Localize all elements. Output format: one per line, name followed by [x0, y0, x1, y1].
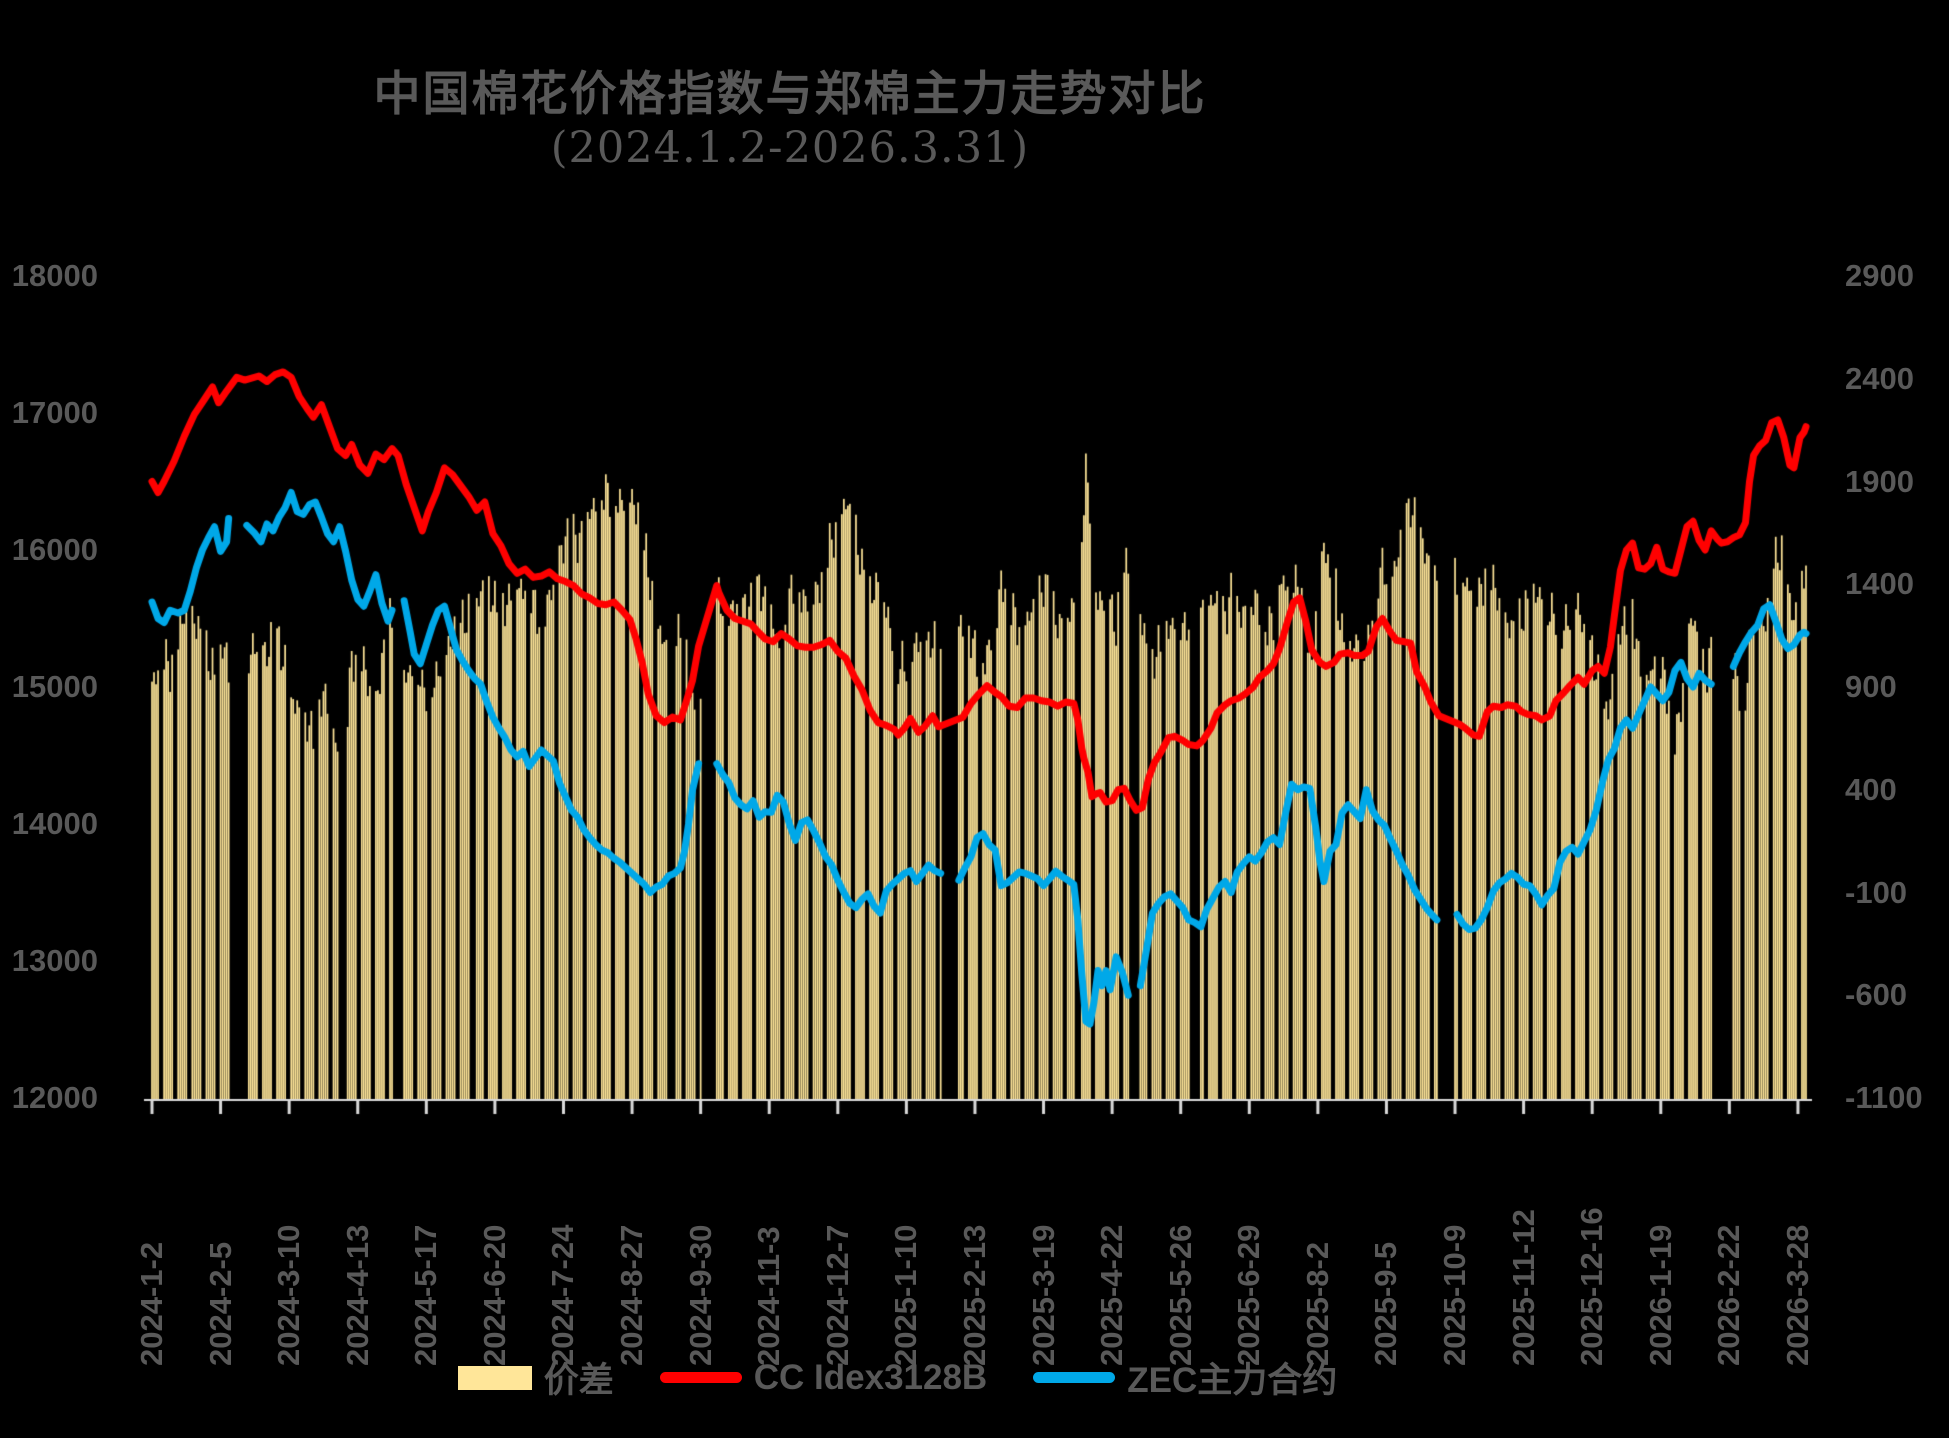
- y-axis-label-right-2400: 2400: [1845, 360, 1914, 396]
- legend-item-spread: 价差: [457, 1352, 614, 1403]
- x-axis-label-2024-5-17: 2024-5-17: [408, 1224, 444, 1366]
- x-axis-label-2025-4-22: 2025-4-22: [1094, 1224, 1130, 1366]
- chart-subtitle: (2024.1.2-2026.3.31): [550, 123, 1030, 173]
- x-axis-label-2025-11-12: 2025-11-12: [1505, 1209, 1541, 1366]
- x-axis-label-2024-12-7: 2024-12-7: [819, 1224, 855, 1366]
- x-axis-label-2024-2-5: 2024-2-5: [202, 1241, 238, 1366]
- x-axis-label-2024-1-2: 2024-1-2: [134, 1241, 169, 1366]
- y-axis-label-right-900: 900: [1845, 669, 1897, 704]
- x-axis-label-2025-12-16: 2025-12-16: [1574, 1207, 1610, 1366]
- x-axis-label-2026-2-22: 2026-2-22: [1711, 1224, 1747, 1366]
- spread-bar-swatch-icon: [457, 1365, 532, 1390]
- x-axis-label-2025-5-26: 2025-5-26: [1162, 1224, 1198, 1366]
- legend-label-cc-index: CC Idex3128B: [753, 1357, 988, 1397]
- x-axis-label-2026-1-19: 2026-1-19: [1642, 1224, 1678, 1366]
- x-axis-label-2024-11-3: 2024-11-3: [751, 1226, 787, 1366]
- x-axis-label-2024-7-24: 2024-7-24: [545, 1224, 581, 1366]
- x-axis-label-2024-4-13: 2024-4-13: [339, 1224, 375, 1366]
- x-axis-label-2025-6-29: 2025-6-29: [1231, 1224, 1267, 1366]
- y-axis-label-left-12000: 12000: [11, 1080, 98, 1115]
- x-axis-label-2025-3-19: 2025-3-19: [1025, 1224, 1061, 1366]
- y-axis-label-left-16000: 16000: [11, 532, 98, 567]
- x-axis-label-2024-3-10: 2024-3-10: [271, 1224, 307, 1366]
- x-axis-label-2024-6-20: 2024-6-20: [476, 1224, 512, 1366]
- y-axis-label-right-1900: 1900: [1845, 463, 1914, 499]
- legend-label-zec: ZEC主力合约: [1127, 1361, 1338, 1400]
- y-axis-label-right--100: -100: [1845, 874, 1908, 910]
- x-axis-label-2025-8-2: 2025-8-2: [1299, 1241, 1335, 1366]
- y-axis-label-right--1100: -1100: [1845, 1080, 1923, 1115]
- y-axis-label-right-400: 400: [1845, 771, 1897, 807]
- y-axis-label-right-1400: 1400: [1845, 566, 1914, 602]
- chart-title: 中国棉花价格指数与郑棉主力走势对比: [373, 67, 1207, 122]
- y-axis-label-right--600: -600: [1845, 977, 1908, 1013]
- x-axis-label-2024-9-30: 2024-9-30: [682, 1224, 718, 1366]
- x-axis-label-2024-8-27: 2024-8-27: [614, 1224, 650, 1366]
- legend-item-cc-index: CC Idex3128B: [659, 1357, 988, 1398]
- y-axis-label-left-13000: 13000: [11, 943, 98, 978]
- zec-line-swatch-icon: [1033, 1372, 1116, 1383]
- x-axis-label-2025-9-5: 2025-9-5: [1368, 1241, 1404, 1366]
- x-axis-label-2025-1-10: 2025-1-10: [888, 1224, 924, 1366]
- legend: 价差 CC Idex3128B ZEC主力合约: [0, 1352, 1795, 1403]
- y-axis-label-left-18000: 18000: [11, 258, 98, 293]
- x-axis-label-2025-10-9: 2025-10-9: [1437, 1224, 1473, 1366]
- y-axis-label-right-2900: 2900: [1845, 258, 1914, 293]
- cc-line-swatch-icon: [659, 1372, 742, 1383]
- legend-label-spread: 价差: [543, 1361, 614, 1400]
- x-axis-label-2025-2-13: 2025-2-13: [956, 1224, 992, 1366]
- y-axis-label-left-14000: 14000: [11, 806, 98, 841]
- y-axis-label-left-17000: 17000: [11, 395, 98, 430]
- y-axis-label-left-15000: 15000: [11, 669, 98, 704]
- x-axis-label-2026-3-28: 2026-3-28: [1779, 1224, 1815, 1366]
- legend-item-zec: ZEC主力合约: [1033, 1352, 1337, 1403]
